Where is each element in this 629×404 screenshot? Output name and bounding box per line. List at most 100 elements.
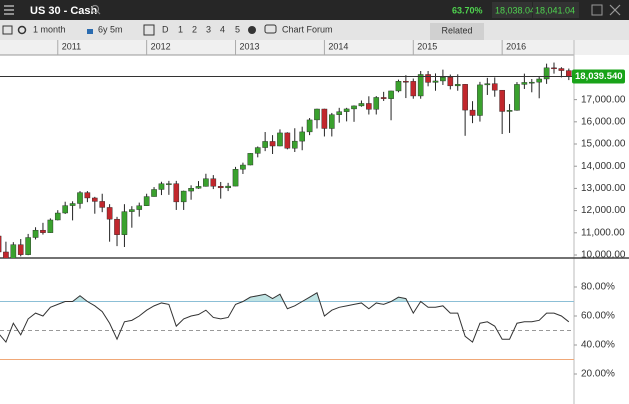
candle-body bbox=[440, 76, 446, 82]
candle-body bbox=[388, 90, 394, 99]
candle-body bbox=[240, 164, 246, 170]
candle-body bbox=[114, 218, 120, 235]
candle-body bbox=[269, 141, 276, 147]
related[interactable]: Related bbox=[441, 25, 472, 35]
search-icon[interactable] bbox=[90, 4, 101, 15]
candle-body bbox=[151, 189, 157, 197]
candle-body bbox=[366, 103, 372, 110]
candle-body bbox=[410, 81, 417, 97]
candle-body bbox=[136, 205, 143, 210]
time-axis bbox=[0, 40, 629, 55]
candle-body bbox=[284, 132, 291, 149]
settings-icon[interactable] bbox=[17, 25, 27, 35]
close-icon[interactable] bbox=[609, 4, 621, 16]
related-tab[interactable] bbox=[430, 23, 484, 40]
candle-body bbox=[336, 111, 343, 115]
candle-body bbox=[69, 203, 76, 206]
last-price-box bbox=[572, 69, 625, 84]
candle-body bbox=[566, 70, 572, 77]
candle-body bbox=[158, 183, 165, 190]
candle-body bbox=[484, 83, 491, 86]
candle-body bbox=[314, 108, 320, 121]
window-icon[interactable] bbox=[591, 4, 603, 16]
buy-box[interactable] bbox=[533, 2, 579, 18]
y-tick-label: 15,000.00 bbox=[581, 139, 626, 150]
y-tick-label: 17,000.00 bbox=[581, 94, 626, 105]
candle-body bbox=[417, 74, 424, 97]
sell-price[interactable]: 18,038.04 bbox=[495, 5, 535, 15]
y-tick-label: 20.00% bbox=[581, 369, 615, 380]
instrument-title: US 30 - Cash bbox=[30, 5, 98, 17]
button-5[interactable]: 5 bbox=[235, 24, 240, 34]
candle-body bbox=[129, 209, 135, 212]
price-pane bbox=[0, 62, 574, 258]
candle-body bbox=[54, 212, 61, 221]
buy-price[interactable]: 18,041.04 bbox=[535, 5, 575, 15]
candle-body bbox=[210, 178, 217, 187]
candle-body bbox=[143, 196, 150, 206]
candle-body bbox=[499, 89, 505, 112]
button-4[interactable]: 4 bbox=[220, 24, 225, 34]
candle-body bbox=[373, 97, 380, 110]
candle-body bbox=[536, 78, 542, 83]
candle-body bbox=[395, 81, 402, 92]
button-d[interactable]: D bbox=[162, 24, 169, 34]
menu-icon[interactable] bbox=[4, 5, 14, 15]
candle-body bbox=[403, 81, 409, 83]
lock-icon[interactable] bbox=[87, 29, 93, 34]
forum-icon[interactable] bbox=[264, 24, 277, 34]
candle-body bbox=[254, 147, 261, 154]
candle-body bbox=[299, 131, 305, 142]
y-tick-label: 16,000.00 bbox=[581, 116, 626, 127]
candle-body bbox=[3, 251, 9, 258]
top-bar bbox=[0, 0, 629, 20]
candle-body bbox=[543, 67, 550, 80]
candle-body bbox=[358, 103, 365, 107]
candle-body bbox=[262, 141, 268, 148]
chart-icon[interactable] bbox=[2, 25, 13, 35]
candle-body bbox=[551, 67, 557, 70]
gear-icon[interactable] bbox=[248, 26, 256, 34]
interval[interactable]: 1 month bbox=[33, 24, 66, 34]
year-label: 2016 bbox=[506, 41, 526, 51]
candle-body bbox=[462, 84, 468, 111]
range[interactable]: 6y 5m bbox=[98, 24, 123, 34]
candle-body bbox=[491, 83, 498, 91]
y-tick-label: 13,000.00 bbox=[581, 183, 626, 194]
candle-body bbox=[514, 84, 520, 111]
candle-body bbox=[528, 81, 535, 84]
candle-body bbox=[203, 178, 209, 187]
y-tick-label: 40.00% bbox=[581, 340, 615, 351]
rsi-line bbox=[0, 292, 570, 344]
button-2[interactable]: 2 bbox=[192, 24, 197, 34]
calendar-icon[interactable] bbox=[143, 24, 155, 36]
candle-body bbox=[380, 97, 387, 99]
year-label: 2011 bbox=[62, 41, 81, 51]
candle-body bbox=[506, 110, 513, 112]
change-percent: 63.70% bbox=[452, 5, 483, 15]
candle-body bbox=[0, 235, 2, 253]
y-tick-label: 11,000.00 bbox=[581, 227, 625, 238]
candle-body bbox=[99, 201, 106, 208]
candle-body bbox=[32, 229, 39, 238]
year-label: 2013 bbox=[240, 41, 260, 51]
y-tick-label: 14,000.00 bbox=[581, 161, 626, 172]
chart-forum[interactable]: Chart Forum bbox=[282, 24, 333, 34]
candle-body bbox=[217, 186, 224, 189]
candle-body bbox=[25, 237, 31, 255]
candle-body bbox=[195, 186, 202, 189]
button-1[interactable]: 1 bbox=[178, 24, 183, 34]
candle-body bbox=[447, 76, 454, 87]
candle-body bbox=[247, 153, 254, 166]
candle-body bbox=[558, 68, 565, 71]
candle-body bbox=[106, 207, 113, 220]
y-tick-label: 12,000.00 bbox=[581, 205, 626, 216]
candle-body bbox=[62, 205, 68, 214]
axes: 2011 2012 2013 2014 2015 2016 10,000.00 11,000.… bbox=[57, 40, 626, 380]
candle-body bbox=[10, 244, 17, 258]
sell-box[interactable] bbox=[492, 2, 532, 18]
button-3[interactable]: 3 bbox=[206, 24, 211, 34]
